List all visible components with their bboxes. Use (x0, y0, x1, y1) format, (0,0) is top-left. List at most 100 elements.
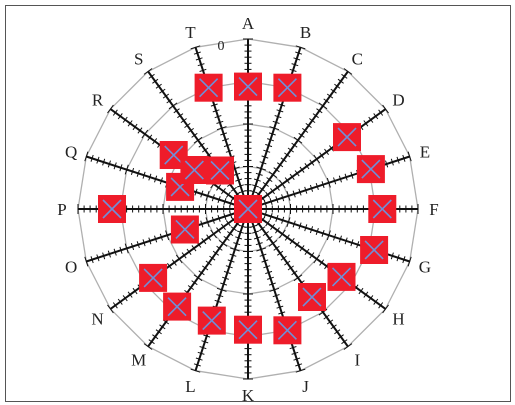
spoke-tick (293, 274, 303, 282)
spoke-tick (253, 236, 261, 240)
spoke-tick (269, 126, 280, 131)
spoke-tick (222, 276, 229, 280)
spoke-tick (286, 190, 291, 201)
spoke-tick (181, 252, 187, 259)
spoke-tick (276, 109, 284, 113)
spoke-tick (368, 116, 374, 123)
data-point-cross (337, 127, 357, 147)
spoke-tick (155, 83, 162, 89)
spoke-tick (107, 160, 111, 168)
data-point-S (206, 156, 234, 185)
spoke-tick (127, 291, 133, 298)
spoke-tick (298, 188, 302, 196)
spoke-tick (280, 157, 287, 163)
spoke-tick (350, 239, 354, 247)
data-point-cross (277, 320, 297, 340)
spoke-tick (193, 274, 203, 282)
spoke-tick (274, 115, 282, 119)
data-point-cross (202, 310, 222, 331)
spoke-tick (350, 171, 354, 179)
spoke-tick (363, 291, 369, 298)
spoke-tick (338, 175, 342, 183)
spoke-tick (334, 83, 341, 89)
spoke-tick (211, 194, 215, 202)
data-point-I (298, 283, 326, 311)
spoke-tick (212, 250, 219, 256)
spoke-tick (284, 152, 291, 158)
spoke-tick (117, 113, 123, 120)
spoke-tick (315, 228, 319, 235)
spoke-tick (168, 102, 178, 110)
spoke-tick (191, 245, 197, 252)
spoke-tick (237, 184, 244, 188)
spoke-tick (289, 238, 295, 245)
spoke-tick (197, 351, 205, 355)
spoke-tick (165, 230, 170, 241)
spoke-tick (274, 299, 282, 303)
spoke-tick (402, 256, 406, 264)
spoke-tick (275, 214, 279, 222)
spoke-tick (216, 245, 223, 251)
spoke-tick (281, 194, 285, 202)
spoke-tick (184, 122, 191, 129)
spoke-tick (280, 255, 287, 261)
spoke-tick (102, 158, 106, 166)
spoke-tick (197, 63, 205, 67)
spoke-tick (286, 217, 291, 228)
spoke-tick (223, 270, 231, 275)
spoke-tick (273, 245, 280, 251)
spoke-tick (191, 280, 198, 286)
spoke-tick (312, 113, 319, 119)
spoke-tick (200, 220, 204, 228)
data-point-cross (238, 320, 258, 340)
spoke-tick (268, 171, 278, 179)
spoke-tick (205, 217, 210, 228)
spoke-tick (187, 127, 194, 133)
spoke-tick (216, 120, 224, 124)
spoke-tick (341, 339, 348, 345)
spoke-tick (309, 226, 314, 234)
spoke-tick (330, 88, 337, 94)
spoke-tick (289, 68, 297, 72)
axis-label-R: R (92, 91, 104, 110)
spoke-tick (171, 259, 177, 266)
axis-label-T: T (185, 23, 196, 42)
spoke-tick (225, 220, 231, 227)
spoke-tick (152, 78, 159, 84)
data-point-P (98, 195, 126, 223)
axis-label-E: E (420, 143, 430, 162)
spoke-tick (276, 162, 284, 168)
spoke-tick (261, 155, 269, 159)
spoke-tick (281, 216, 285, 224)
spoke-tick (190, 368, 201, 373)
data-point-cross (372, 199, 392, 219)
data-point-cross (331, 267, 352, 287)
spoke-tick (319, 259, 325, 266)
spoke-tick (199, 68, 207, 72)
data-point-cross (167, 297, 187, 317)
spoke-tick (154, 175, 158, 183)
spoke-tick (199, 346, 207, 350)
spoke-tick (407, 151, 412, 162)
spoke-tick (220, 132, 228, 136)
data-point-K (234, 315, 262, 344)
spoke-tick (259, 226, 266, 232)
spoke-tick (177, 113, 184, 119)
data-point-T (194, 73, 223, 102)
spoke-tick (198, 270, 205, 276)
spoke-tick (84, 256, 89, 267)
spoke-tick (112, 302, 118, 309)
data-point-cross (361, 159, 381, 179)
spoke-tick (141, 129, 149, 139)
spoke-tick (268, 282, 276, 286)
spoke-tick (316, 108, 323, 114)
spoke-tick (130, 167, 135, 175)
spoke-tick (274, 184, 280, 191)
spoke-tick (223, 235, 230, 241)
spoke-tick (193, 136, 203, 144)
spoke-tick (309, 184, 314, 192)
spoke-tick (291, 142, 298, 148)
spoke-tick (265, 270, 273, 275)
spoke-tick (113, 248, 117, 256)
spoke-tick (259, 161, 267, 165)
